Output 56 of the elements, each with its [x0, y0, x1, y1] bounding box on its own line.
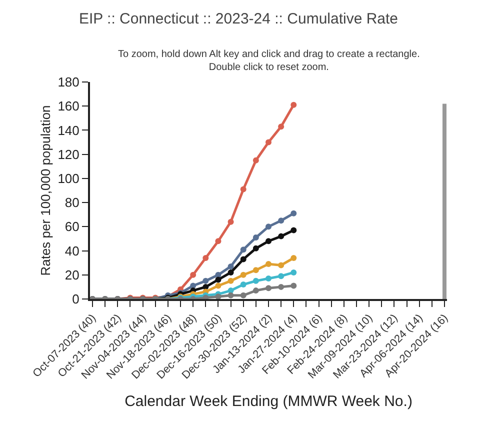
point: [202, 278, 209, 284]
point: [240, 282, 246, 288]
point: [252, 278, 259, 284]
point: [266, 139, 272, 146]
chart-subtitle: To zoom, hold down Alt key and click and drag to create a rectangle. Double click to reset zoom.: [118, 49, 420, 73]
x-axis-title: Calendar Week Ending (MMWR Week No.): [124, 393, 412, 410]
point: [290, 227, 297, 234]
point: [215, 282, 222, 289]
point: [278, 284, 284, 290]
chart-title: EIP :: Connecticut :: 2023-24 :: Cumulative Rate: [78, 10, 398, 28]
point: [190, 272, 196, 278]
point: [252, 267, 259, 274]
point: [240, 186, 246, 192]
point: [240, 292, 246, 298]
point: [278, 218, 284, 224]
point: [215, 276, 222, 283]
point: [240, 246, 246, 253]
point: [252, 157, 259, 164]
point: [278, 233, 284, 240]
point: [278, 124, 284, 130]
point: [228, 278, 234, 284]
point: [266, 276, 272, 282]
point: [228, 292, 234, 298]
y-axis-title: Rates per 100,000 population: [38, 105, 54, 276]
point: [290, 282, 297, 289]
y-tick-label: 160: [58, 98, 80, 114]
point: [290, 255, 297, 262]
point: [266, 238, 272, 244]
y-tick-label: 100: [58, 170, 80, 186]
y-tick-label: 20: [64, 267, 80, 282]
point: [266, 285, 272, 292]
y-tick-label: 60: [64, 219, 80, 234]
point: [228, 263, 234, 270]
point: [290, 102, 297, 108]
point: [228, 218, 234, 225]
point: [215, 238, 222, 244]
point: [215, 294, 222, 299]
point: [240, 272, 246, 278]
point: [228, 269, 234, 276]
y-tick-label: 180: [58, 74, 80, 90]
y-tick-label: 120: [58, 146, 80, 162]
point: [252, 245, 259, 252]
point: [202, 255, 209, 262]
point: [278, 273, 284, 280]
y-tick-label: 40: [64, 243, 80, 258]
y-tick-label: 140: [58, 122, 80, 138]
point: [278, 262, 284, 268]
y-tick-label: 80: [64, 195, 80, 210]
point: [252, 288, 259, 294]
point: [290, 269, 297, 276]
point: [252, 234, 259, 241]
point: [240, 256, 246, 262]
point: [266, 224, 272, 230]
y-tick-label: 0: [72, 292, 80, 307]
point: [266, 261, 272, 268]
point: [290, 210, 297, 216]
